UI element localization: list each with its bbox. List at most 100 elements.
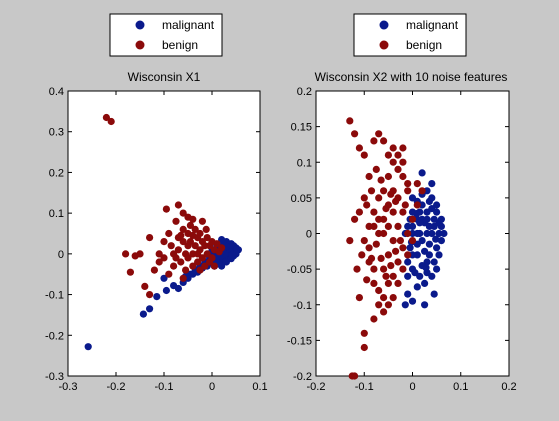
chart-2-malignant-point [404, 290, 412, 298]
chart-2-benign-point [375, 130, 383, 138]
chart-1-benign-point [203, 250, 211, 258]
chart-2-benign-point [389, 144, 397, 152]
chart-2-benign-point [382, 272, 390, 280]
chart-1-benign-point [174, 201, 182, 209]
chart-1-xtick-label: 0.1 [252, 381, 267, 393]
chart-2-malignant-point [421, 279, 429, 287]
chart-1-benign-point [160, 238, 168, 246]
chart-1-benign-point [203, 234, 211, 242]
chart-1-benign-point [186, 238, 194, 246]
chart-2-benign-point [370, 208, 378, 216]
chart-2-benign-point [360, 151, 368, 159]
chart-2-benign-point [384, 279, 392, 287]
chart-1-malignant-point [84, 343, 92, 351]
chart-1-ytick-label: -0.3 [45, 371, 64, 383]
chart-1-malignant-point [162, 286, 170, 295]
chart-1-ytick-label: 0.3 [49, 127, 64, 139]
chart-2-benign-point [399, 208, 407, 216]
chart-2-benign-point [358, 251, 366, 259]
chart-2-malignant-point [418, 169, 426, 177]
chart-2-benign-point [389, 208, 397, 216]
legend-2-malignant-label: malignant [406, 18, 459, 32]
chart-1-benign-point [155, 258, 163, 266]
chart-1-benign-point [177, 258, 185, 266]
chart-2-benign-point [375, 301, 383, 309]
chart-2-malignant-point [412, 210, 420, 218]
chart-1-ytick-label: 0.2 [49, 167, 64, 179]
chart-2-benign-point [353, 265, 361, 273]
chart-1-benign-point [182, 266, 190, 274]
chart-2-benign-point [377, 176, 385, 184]
chart-2-malignant-point [422, 264, 430, 272]
chart-2-benign-point [360, 343, 368, 352]
chart-2-benign-point [384, 301, 392, 309]
chart-2-malignant-point [437, 215, 445, 223]
chart-1-benign-point [179, 225, 187, 233]
chart-1-malignant-point [218, 262, 226, 270]
chart-2-benign-point [418, 187, 426, 195]
chart-1-benign-point [170, 262, 178, 270]
chart-2-malignant-point [421, 301, 429, 309]
chart-2-benign-point [384, 172, 392, 181]
chart-2-benign-point [360, 237, 368, 245]
chart-1-benign-point [196, 266, 204, 274]
chart-2-ytick-label: -0.15 [287, 335, 312, 347]
chart-1-xtick-label: -0.1 [155, 381, 174, 393]
chart-2-benign-point [370, 222, 378, 230]
chart-1-benign-point [165, 229, 173, 238]
chart-2-benign-point [375, 215, 383, 223]
chart-1-benign-point [189, 231, 197, 240]
chart-1-benign-point [202, 225, 210, 233]
chart-2-malignant-point [437, 237, 445, 245]
chart-1-benign-point [160, 254, 168, 262]
chart-2-benign-point [389, 272, 397, 280]
chart-1-ytick-label: 0 [58, 249, 64, 261]
legend-2-box [353, 13, 467, 57]
chart-2-malignant-point [406, 244, 414, 252]
chart-1-benign-point [136, 250, 144, 258]
chart-2-ytick-label: -0.05 [287, 264, 312, 276]
chart-1-benign-point [107, 117, 115, 126]
chart-2-title: Wisconsin X2 with 10 noise features [315, 70, 508, 84]
chart-2-benign-point [401, 201, 409, 209]
chart-1-benign-point [208, 254, 216, 262]
chart-1-benign-point [189, 262, 197, 270]
chart-1-benign-point [177, 231, 185, 240]
chart-2-benign-point [380, 308, 388, 316]
chart-2-benign-point [404, 180, 412, 188]
chart-2-malignant-point [433, 244, 441, 252]
chart-2-xtick-label: 0 [409, 381, 415, 393]
chart-2-benign-point [399, 144, 407, 152]
chart-2-benign-point [392, 247, 400, 255]
chart-2-benign-point [394, 165, 402, 173]
chart-2-malignant-point [408, 194, 417, 202]
chart-1-benign-point [162, 205, 170, 213]
chart-1-benign-point [179, 238, 187, 246]
chart-1-benign-point [179, 209, 187, 217]
chart-wisconsin-x1: Wisconsin X1 -0.3 -0.2 -0.1 0 0.1-0.3-0.2-0.… [45, 70, 268, 393]
chart-2-benign-point [387, 262, 395, 270]
chart-1-benign-point [201, 262, 209, 270]
chart-1-benign-point [218, 244, 226, 252]
chart-2-malignant-point [408, 297, 417, 305]
chart-2-benign-point [363, 201, 371, 209]
chart-2-malignant-point [416, 219, 424, 227]
chart-1-xtick-label: -0.2 [107, 381, 126, 393]
chart-1-xtick-label: -0.3 [59, 381, 78, 393]
chart-2-benign-point [351, 215, 359, 223]
chart-2-benign-point [404, 187, 412, 195]
chart-2-malignant-point [425, 240, 433, 248]
chart-1-malignant-point [153, 293, 161, 301]
chart-2-ytick-label: 0.2 [297, 86, 312, 98]
chart-2-benign-point [387, 190, 395, 198]
chart-1-benign-point [210, 262, 218, 270]
chart-2-benign-point [413, 180, 421, 188]
chart-2-benign-point [413, 201, 421, 209]
chart-1-benign-point [189, 215, 197, 223]
chart-2-benign-point [392, 197, 400, 205]
chart-2-ytick-label: 0.05 [291, 193, 312, 205]
chart-2-malignant-point [423, 229, 431, 238]
chart-2-benign-point [346, 237, 354, 245]
chart-2-benign-point [360, 194, 368, 202]
